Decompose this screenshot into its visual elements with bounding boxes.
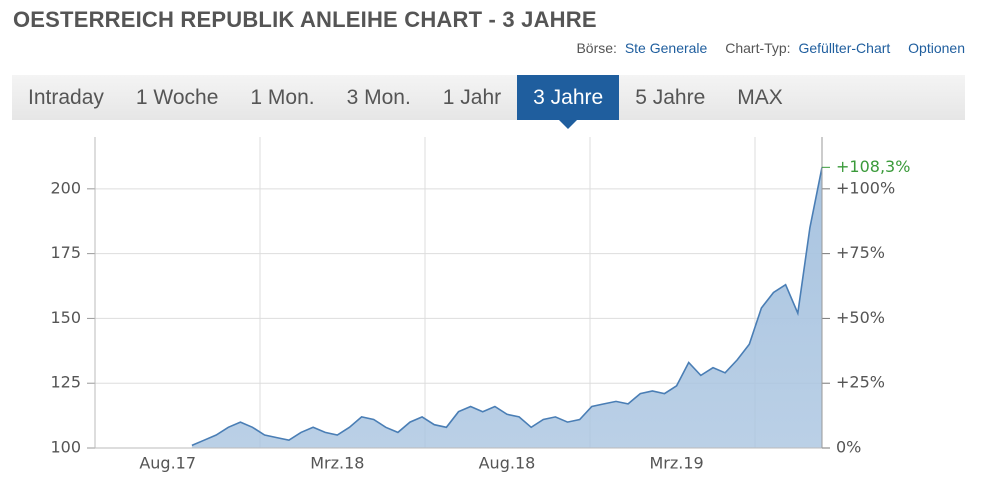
label: Chart-Typ:: [725, 40, 791, 56]
y2-tick-label: +75%: [836, 243, 885, 262]
y2-tick-label: +25%: [836, 373, 885, 392]
y2-tick-label: +50%: [836, 308, 885, 327]
tab[interactable]: 1 Woche: [135, 86, 219, 109]
y-tick-label: 100: [50, 438, 81, 457]
y2-tick-label: +100%: [836, 178, 895, 197]
tab[interactable]: 3 Mon.: [346, 86, 411, 109]
area: [191, 167, 822, 449]
exchange-link[interactable]: Ste Generale: [624, 40, 708, 56]
tab[interactable]: Intraday: [28, 86, 104, 109]
x-tick-label: Mrz.19: [649, 454, 703, 473]
page-title: OESTERREICH REPUBLIK ANLEIHE CHART - 3 J…: [13, 7, 597, 32]
y-tick-label: 175: [50, 243, 81, 262]
y-tick-label: 200: [50, 178, 81, 197]
annotation-label: +108,3%: [836, 157, 910, 176]
x-tick-label: Aug.18: [479, 454, 536, 473]
x-tick-label: Aug.17: [139, 454, 196, 473]
x-tick-label: Mrz.18: [310, 454, 364, 473]
y2-tick-label: 0%: [836, 438, 861, 457]
label: Börse:: [576, 40, 617, 56]
tab-bar: Intraday 1 Woche 1 Mon. 3 Mon. 1 Jahr 3 Jahre…: [12, 75, 965, 129]
options-link[interactable]: Optionen: [908, 40, 965, 56]
line: [191, 167, 823, 447]
y-tick-label: 150: [50, 308, 81, 327]
chart-meta: Börse: Ste Generale Chart-Typ: Gefüllter…: [572, 40, 965, 56]
chart-type-link[interactable]: Gefüllter-Chart: [798, 40, 891, 56]
tab[interactable]: MAX: [737, 86, 783, 109]
tab[interactable]: 1 Jahr: [442, 86, 502, 109]
y-tick-label: 125: [50, 373, 81, 392]
tab[interactable]: 1 Mon.: [250, 86, 315, 109]
tab[interactable]: 5 Jahre: [635, 86, 706, 109]
tab[interactable]: 3 Jahre: [517, 75, 620, 129]
